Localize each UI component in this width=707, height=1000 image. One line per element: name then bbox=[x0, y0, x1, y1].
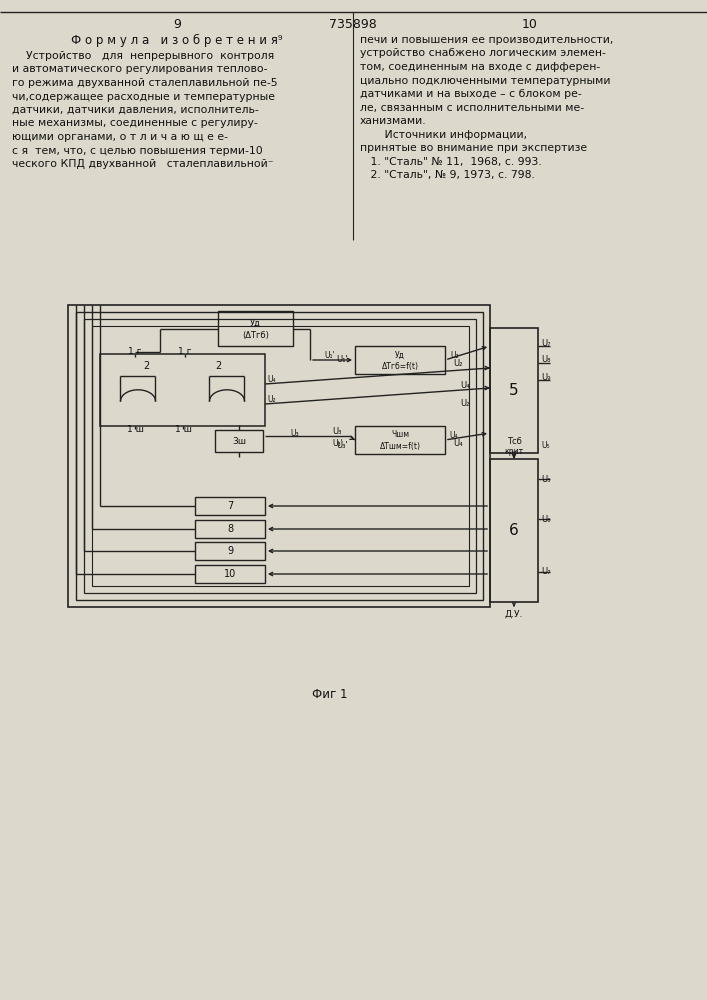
Bar bbox=[100, 354, 265, 426]
Text: U₂: U₂ bbox=[267, 395, 276, 404]
Bar bbox=[195, 520, 265, 538]
Text: го режима двухванной сталеплавильной пе-5: го режима двухванной сталеплавильной пе-… bbox=[12, 78, 278, 88]
Bar bbox=[195, 497, 265, 515]
Text: 9: 9 bbox=[227, 546, 233, 556]
Text: U₇: U₇ bbox=[541, 338, 551, 348]
Text: крит: крит bbox=[504, 448, 524, 456]
Text: ческого КПД двухванной   сталеплавильной⁻: ческого КПД двухванной сталеплавильной⁻ bbox=[12, 159, 274, 169]
Bar bbox=[355, 346, 445, 374]
Text: 2: 2 bbox=[143, 361, 149, 371]
Text: Ф о р м у л а   и з о б р е т е н и я⁹: Ф о р м у л а и з о б р е т е н и я⁹ bbox=[71, 33, 283, 47]
Text: с я  тем, что, с целью повышения терми-10: с я тем, что, с целью повышения терми-10 bbox=[12, 145, 263, 155]
Text: и автоматического регулирования теплово-: и автоматического регулирования теплово- bbox=[12, 64, 267, 75]
Text: U₈: U₈ bbox=[541, 356, 551, 364]
Bar bbox=[490, 459, 538, 602]
Text: U₁': U₁' bbox=[337, 355, 348, 363]
Text: 6: 6 bbox=[509, 523, 519, 538]
Text: U₃: U₃ bbox=[291, 428, 299, 438]
Text: Тсб: Тсб bbox=[506, 436, 522, 446]
Text: принятые во внимание при экспертизе: принятые во внимание при экспертизе bbox=[360, 143, 587, 153]
Text: 1. "Сталь" № 11,  1968, с. 993.: 1. "Сталь" № 11, 1968, с. 993. bbox=[360, 156, 542, 166]
Text: U₂: U₂ bbox=[450, 352, 459, 360]
Text: циально подключенными температурными: циально подключенными температурными bbox=[360, 76, 611, 86]
Text: Устройство   для  непрерывного  контроля: Устройство для непрерывного контроля bbox=[12, 51, 274, 61]
Text: 10: 10 bbox=[522, 18, 538, 31]
Bar bbox=[68, 305, 490, 607]
Text: 1 ш: 1 ш bbox=[127, 424, 144, 434]
Text: Фиг 1: Фиг 1 bbox=[312, 688, 348, 702]
Text: Д.У.: Д.У. bbox=[505, 609, 523, 618]
Text: U₄: U₄ bbox=[449, 432, 457, 440]
Text: датчики, датчики давления, исполнитель-: датчики, датчики давления, исполнитель- bbox=[12, 105, 259, 115]
Text: U₃': U₃' bbox=[337, 440, 348, 450]
Text: 8: 8 bbox=[227, 524, 233, 534]
Bar bbox=[218, 311, 293, 346]
Text: U₇: U₇ bbox=[541, 568, 551, 576]
Text: 9: 9 bbox=[173, 18, 181, 31]
Text: U₁': U₁' bbox=[325, 351, 335, 360]
Text: U₄: U₄ bbox=[460, 381, 469, 390]
Text: чи,содержащее расходные и температурные: чи,содержащее расходные и температурные bbox=[12, 92, 275, 102]
Text: ле, связанным с исполнительными ме-: ле, связанным с исполнительными ме- bbox=[360, 103, 584, 112]
Text: 2: 2 bbox=[216, 361, 222, 371]
Text: 2. "Сталь", № 9, 1973, с. 798.: 2. "Сталь", № 9, 1973, с. 798. bbox=[360, 170, 535, 180]
Text: 1 г: 1 г bbox=[178, 348, 192, 357]
Text: Чшм: Чшм bbox=[391, 430, 409, 439]
Text: 7: 7 bbox=[227, 501, 233, 511]
Text: Уд: Уд bbox=[395, 350, 405, 359]
Text: U₅: U₅ bbox=[541, 440, 549, 450]
Text: ханизмами.: ханизмами. bbox=[360, 116, 426, 126]
Text: датчиками и на выходе – с блоком ре-: датчиками и на выходе – с блоком ре- bbox=[360, 89, 582, 99]
Bar bbox=[92, 326, 469, 586]
Bar bbox=[195, 542, 265, 560]
Text: U₃: U₃ bbox=[332, 428, 342, 436]
Text: устройство снабжено логическим элемен-: устройство снабжено логическим элемен- bbox=[360, 48, 606, 58]
Text: Уд: Уд bbox=[250, 319, 261, 328]
Text: том, соединенным на входе с дифферен-: том, соединенным на входе с дифферен- bbox=[360, 62, 600, 72]
Text: U₉: U₉ bbox=[541, 373, 551, 382]
Text: U₃': U₃' bbox=[332, 440, 344, 448]
Text: 735898: 735898 bbox=[329, 18, 377, 31]
Bar bbox=[215, 430, 263, 452]
Text: 10: 10 bbox=[224, 569, 236, 579]
Bar bbox=[84, 319, 476, 593]
Text: U₄: U₄ bbox=[453, 438, 462, 448]
Text: ные механизмы, соединенные с регулиру-: ные механизмы, соединенные с регулиру- bbox=[12, 118, 258, 128]
Text: ΔТгб=f(t): ΔТгб=f(t) bbox=[382, 362, 419, 371]
Text: U₂: U₂ bbox=[453, 359, 462, 367]
Bar bbox=[76, 312, 483, 600]
Text: (ΔТгб): (ΔТгб) bbox=[242, 331, 269, 340]
Bar bbox=[355, 426, 445, 454]
Text: ΔТшм=f(t): ΔТшм=f(t) bbox=[380, 442, 421, 451]
Text: U₄: U₄ bbox=[267, 375, 276, 384]
Text: 1 г: 1 г bbox=[128, 348, 141, 357]
Text: 5: 5 bbox=[509, 383, 519, 398]
Bar bbox=[195, 565, 265, 583]
Text: U₂: U₂ bbox=[460, 399, 469, 408]
Text: U₆: U₆ bbox=[541, 514, 551, 524]
Text: печи и повышения ее производительности,: печи и повышения ее производительности, bbox=[360, 35, 614, 45]
Text: U₅: U₅ bbox=[541, 475, 551, 484]
Bar bbox=[490, 328, 538, 453]
Text: Источники информации,: Источники информации, bbox=[360, 129, 527, 139]
Text: ющими органами, о т л и ч а ю щ е е-: ющими органами, о т л и ч а ю щ е е- bbox=[12, 132, 228, 142]
Text: 3ш: 3ш bbox=[232, 436, 246, 446]
Text: 1 ш: 1 ш bbox=[175, 424, 192, 434]
